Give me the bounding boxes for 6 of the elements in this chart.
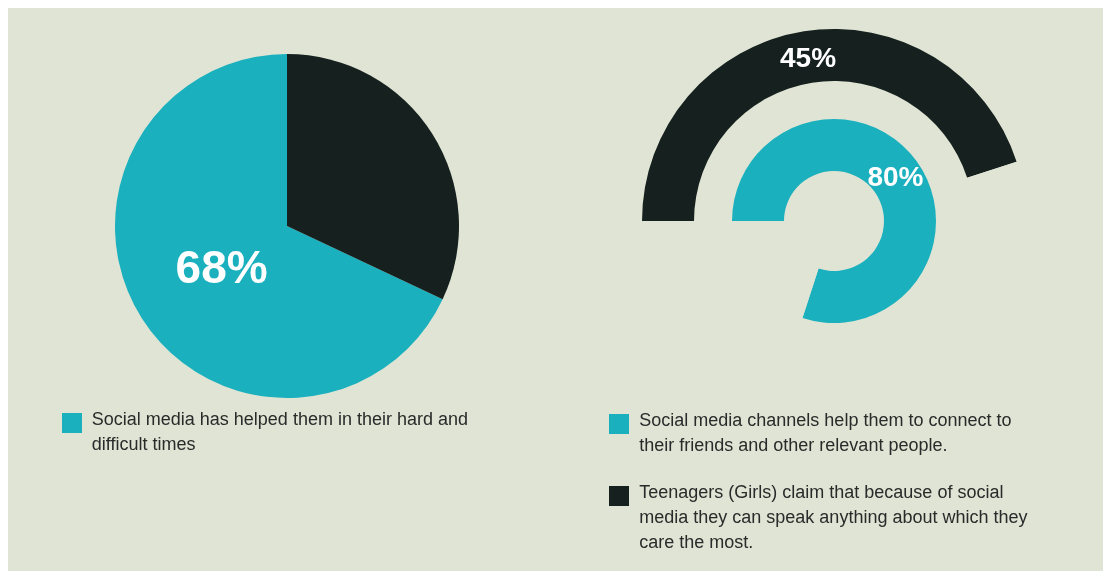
- data-label: 45%: [780, 41, 837, 73]
- legend-label: Social media channels help them to connect to their friends and other relevant people.: [639, 409, 1013, 457]
- data-label: 80%: [867, 160, 924, 192]
- legend-label: Social media has helped them in their hard and difficult times: [91, 408, 469, 456]
- data-label: 68%: [175, 241, 268, 294]
- legend-label: Teenagers (Girls) claim that because of social media they can speak anything about which they care the most.: [639, 481, 1029, 554]
